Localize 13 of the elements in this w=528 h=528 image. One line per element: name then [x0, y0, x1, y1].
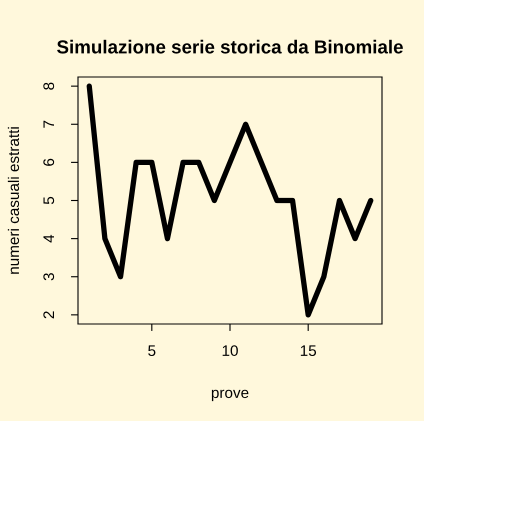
y-axis-title: numeri casuali estratti [8, 127, 20, 274]
y-tick-label: 2 [43, 311, 54, 318]
x-tick-label: 5 [148, 345, 156, 356]
x-tick-label: 10 [222, 345, 238, 356]
y-tick-label: 3 [43, 273, 54, 280]
y-tick-label: 5 [43, 196, 54, 204]
y-tick-label: 7 [43, 120, 54, 128]
x-axis-title: prove [212, 390, 248, 402]
y-tick-label: 4 [43, 234, 54, 243]
chart-title: Simulazione serie storica da Binomiale [57, 40, 403, 54]
y-tick-label: 8 [43, 82, 54, 90]
y-tick-label: 6 [43, 158, 54, 166]
x-tick-label: 15 [300, 345, 316, 356]
